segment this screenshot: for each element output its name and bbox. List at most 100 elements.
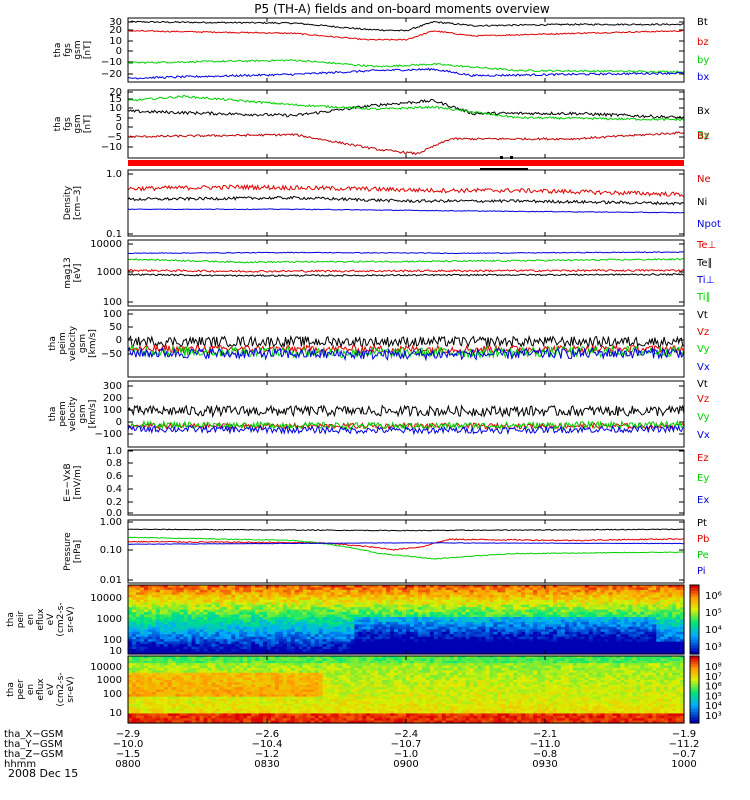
- heatmap-cell: [445, 602, 451, 606]
- heatmap-cell: [680, 597, 685, 601]
- heatmap-cell: [366, 614, 371, 618]
- heatmap-cell: [517, 599, 522, 603]
- heatmap-cell: [568, 602, 574, 606]
- heatmap-cell: [656, 665, 661, 669]
- heatmap-cell: [151, 665, 157, 669]
- heatmap-cell: [314, 644, 320, 648]
- heatmap-cell: [437, 646, 443, 650]
- heatmap-cell: [255, 604, 260, 608]
- heatmap-cell: [664, 602, 669, 606]
- heatmap-cell: [477, 663, 483, 667]
- heatmap-cell: [517, 639, 522, 643]
- heatmap-cell: [183, 604, 189, 608]
- heatmap-cell: [310, 602, 316, 606]
- heatmap-cell: [263, 599, 268, 603]
- heatmap-cell: [664, 617, 669, 621]
- heatmap-cell: [310, 619, 316, 623]
- heatmap-cell: [274, 665, 280, 669]
- heatmap-cell: [604, 604, 610, 608]
- heatmap-cell: [457, 651, 463, 655]
- heatmap-cell: [584, 631, 590, 635]
- heatmap-cell: [525, 609, 530, 613]
- heatmap-cell: [362, 612, 367, 616]
- heatmap-cell: [501, 626, 506, 630]
- heatmap-cell: [374, 665, 379, 669]
- heatmap-cell: [306, 624, 312, 628]
- heatmap-cell: [489, 599, 494, 603]
- heatmap-cell: [660, 604, 665, 608]
- heatmap-cell: [588, 607, 594, 611]
- heatmap-cell: [318, 621, 324, 626]
- heatmap-cell: [485, 644, 490, 648]
- heatmap-cell: [584, 636, 590, 640]
- heatmap-cell: [267, 607, 272, 611]
- heatmap-cell: [481, 660, 487, 664]
- heatmap-cell: [636, 626, 641, 630]
- heatmap-cell: [139, 617, 145, 621]
- heatmap-cell: [449, 629, 455, 633]
- heatmap-cell: [457, 609, 463, 613]
- heatmap-cell: [652, 631, 657, 635]
- heatmap-cell: [239, 658, 244, 662]
- heatmap-cell: [278, 663, 284, 667]
- heatmap-cell: [628, 663, 633, 667]
- heatmap-cell: [660, 639, 665, 643]
- heatmap-cell: [644, 612, 649, 616]
- heatmap-cell: [580, 658, 586, 662]
- heatmap-cell: [564, 599, 570, 603]
- heatmap-cell: [386, 663, 391, 667]
- heatmap-cell: [580, 617, 586, 621]
- heatmap-cell: [608, 634, 614, 638]
- heatmap-cell: [481, 663, 487, 667]
- heatmap-cell: [465, 609, 471, 613]
- heatmap-cell: [394, 599, 399, 603]
- heatmap-cell: [147, 649, 153, 653]
- heatmap-cell: [382, 607, 387, 611]
- heatmap-cell: [298, 585, 304, 589]
- heatmap-cell: [461, 585, 467, 589]
- heatmap-cell: [135, 667, 141, 671]
- heatmap-cell: [247, 646, 252, 650]
- heatmap-cell: [632, 587, 637, 591]
- heatmap-cell: [525, 589, 530, 593]
- heatmap-cell: [390, 592, 395, 596]
- y-tick-label: 200: [103, 393, 122, 404]
- heatmap-cell: [390, 656, 395, 659]
- heatmap-cell: [298, 607, 304, 611]
- heatmap-cell: [366, 607, 371, 611]
- heatmap-cell: [521, 612, 526, 616]
- heatmap-cell: [616, 607, 622, 611]
- heatmap-cell: [135, 665, 141, 669]
- heatmap-cell: [421, 636, 427, 640]
- heatmap-cell: [187, 663, 193, 667]
- heatmap-cell: [425, 663, 431, 667]
- heatmap-cell: [576, 587, 582, 591]
- heatmap-cell: [274, 639, 280, 643]
- heatmap-cell: [187, 589, 193, 593]
- heatmap-cell: [191, 619, 197, 623]
- heatmap-cell: [680, 602, 685, 606]
- heatmap-cell: [298, 656, 304, 659]
- y-tick-label: 10: [109, 708, 122, 719]
- heatmap-cell: [294, 594, 300, 598]
- heatmap-cell: [270, 589, 276, 593]
- y-tick-label: 5: [116, 113, 122, 124]
- heatmap-cell: [139, 607, 145, 611]
- heatmap-cell: [402, 612, 407, 616]
- colorbar-segment: [690, 631, 699, 635]
- heatmap-cell: [564, 607, 570, 611]
- heatmap-cell: [274, 629, 280, 633]
- heatmap-cell: [199, 587, 205, 591]
- heatmap-cell: [517, 597, 522, 601]
- colorbar-tick-label: 10⁴: [705, 625, 722, 636]
- heatmap-cell: [477, 585, 483, 589]
- heatmap-cell: [525, 651, 530, 655]
- y-tick-label: −10: [101, 142, 122, 153]
- heatmap-cell: [556, 658, 562, 662]
- heatmap-cell: [509, 602, 514, 606]
- heatmap-cell: [282, 631, 288, 635]
- heatmap-cell: [592, 646, 598, 650]
- heatmap-cell: [461, 660, 467, 664]
- heatmap-cell: [648, 631, 653, 635]
- heatmap-cell: [231, 641, 236, 645]
